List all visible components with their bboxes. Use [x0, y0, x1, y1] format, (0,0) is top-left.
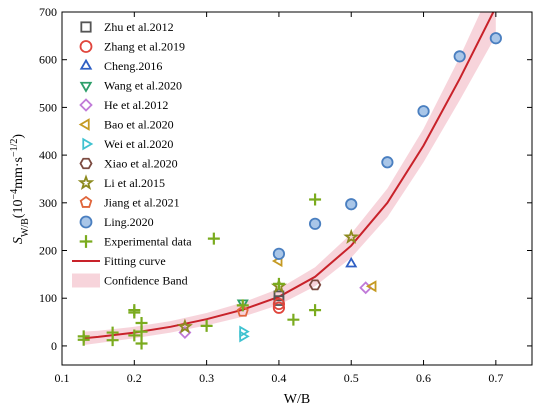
x-tick-label: 0.1	[55, 371, 70, 385]
data-points	[77, 32, 502, 350]
point-s7-0	[308, 279, 322, 291]
svg-text:SW/B(10−4mm·s−1/2): SW/B(10−4mm·s−1/2)	[9, 134, 31, 245]
y-axis-unit: (10	[11, 200, 26, 219]
x-tick-label: 0.6	[416, 371, 431, 385]
legend-marker-band	[72, 273, 100, 288]
y-axis-exp1: −4	[9, 189, 20, 200]
y-axis-unit2: mm·s	[11, 157, 26, 189]
x-tick-label: 0.3	[199, 371, 214, 385]
legend-label: He et al.2012	[104, 98, 168, 112]
point-s11-6	[128, 329, 141, 342]
legend-label: Confidence Band	[104, 274, 188, 288]
legend-marker-4	[79, 98, 93, 112]
point-s1-1	[272, 297, 286, 311]
legend-marker-3	[79, 81, 93, 93]
legend-label: Li et al.2015	[104, 176, 165, 190]
point-s11-11	[207, 232, 220, 245]
legend-label: Cheng.2016	[104, 59, 162, 73]
legend-marker-8	[77, 174, 95, 191]
legend-label: Experimental data	[104, 235, 192, 249]
point-s11-13	[272, 277, 285, 290]
legend-label: Jiang et al.2021	[104, 196, 180, 210]
point-s10-5	[453, 50, 466, 63]
point-s9-0	[236, 305, 249, 317]
y-axis-close: )	[11, 134, 26, 139]
legend-marker-0	[80, 21, 92, 33]
point-s10-3	[381, 156, 394, 169]
legend-label: Wang et al.2020	[104, 79, 182, 93]
y-tick-label: 100	[39, 291, 57, 305]
x-tick-label: 0.7	[488, 371, 503, 385]
y-axis-subscript: W/B	[20, 218, 31, 237]
x-tick-label: 0.4	[271, 371, 286, 385]
y-tick-label: 600	[39, 53, 57, 67]
x-tick-label: 0.2	[127, 371, 142, 385]
y-axis-title: SW/B(10−4mm·s−1/2)	[9, 134, 31, 245]
legend-marker-2	[79, 58, 93, 70]
point-s2-0	[345, 256, 358, 268]
point-s6-1	[239, 325, 250, 338]
x-axis-title: W/B	[284, 392, 310, 407]
y-tick-label: 0	[51, 339, 57, 353]
point-s11-7	[135, 337, 148, 350]
y-tick-label: 200	[39, 244, 57, 258]
legend-label: Ling.2020	[104, 215, 154, 229]
point-s8-2	[176, 318, 193, 334]
point-s10-2	[345, 198, 358, 211]
legend-marker-6	[82, 137, 94, 151]
y-tick-label: 700	[39, 5, 57, 19]
point-s11-5	[128, 306, 141, 319]
point-s10-0	[272, 247, 286, 260]
y-axis-symbol: S	[11, 237, 26, 244]
point-s10-1	[308, 217, 322, 230]
legend-marker-1	[79, 40, 93, 53]
legend-label: Zhang et al.2019	[104, 40, 185, 54]
y-axis-exp2: −1/2	[9, 139, 20, 157]
point-s8-1	[343, 228, 360, 244]
point-s11-1	[77, 330, 90, 343]
y-tick-label: 500	[39, 100, 57, 114]
point-s11-9	[135, 317, 148, 330]
legend-marker-9	[79, 195, 93, 208]
legend-label: Fitting curve	[104, 254, 166, 268]
point-s1-0	[272, 301, 286, 314]
point-s11-14	[287, 313, 300, 326]
legend-label: Zhu et al.2012	[104, 20, 174, 34]
point-s11-16	[309, 193, 322, 206]
legend-label: Wei et al.2020	[104, 137, 173, 151]
point-s10-6	[489, 32, 502, 45]
legend-marker-11	[79, 235, 93, 248]
axis-ticks: 0.1 0.2 0.3 0.4 0.5 0.6 0.7 0 100 200 300 400 500 600…	[39, 5, 532, 385]
legend: Zhu et al.2012 Zhang et al.2019 Cheng.2016…	[72, 20, 192, 288]
point-s11-3	[106, 326, 119, 339]
legend-label: Xiao et al.2020	[104, 157, 178, 171]
point-s11-15	[309, 304, 322, 317]
point-s10-4	[417, 105, 430, 118]
point-s5-1	[365, 280, 377, 293]
legend-marker-10	[79, 215, 93, 229]
plot-frame	[61, 11, 533, 366]
x-tick-label: 0.5	[344, 371, 359, 385]
y-tick-label: 400	[39, 148, 57, 162]
y-tick-label: 300	[39, 196, 57, 210]
legend-marker-5	[78, 118, 90, 131]
legend-label: Bao et al.2020	[104, 118, 174, 132]
legend-marker-7	[79, 157, 93, 170]
point-s11-10	[200, 319, 213, 332]
point-s11-12	[236, 299, 249, 312]
